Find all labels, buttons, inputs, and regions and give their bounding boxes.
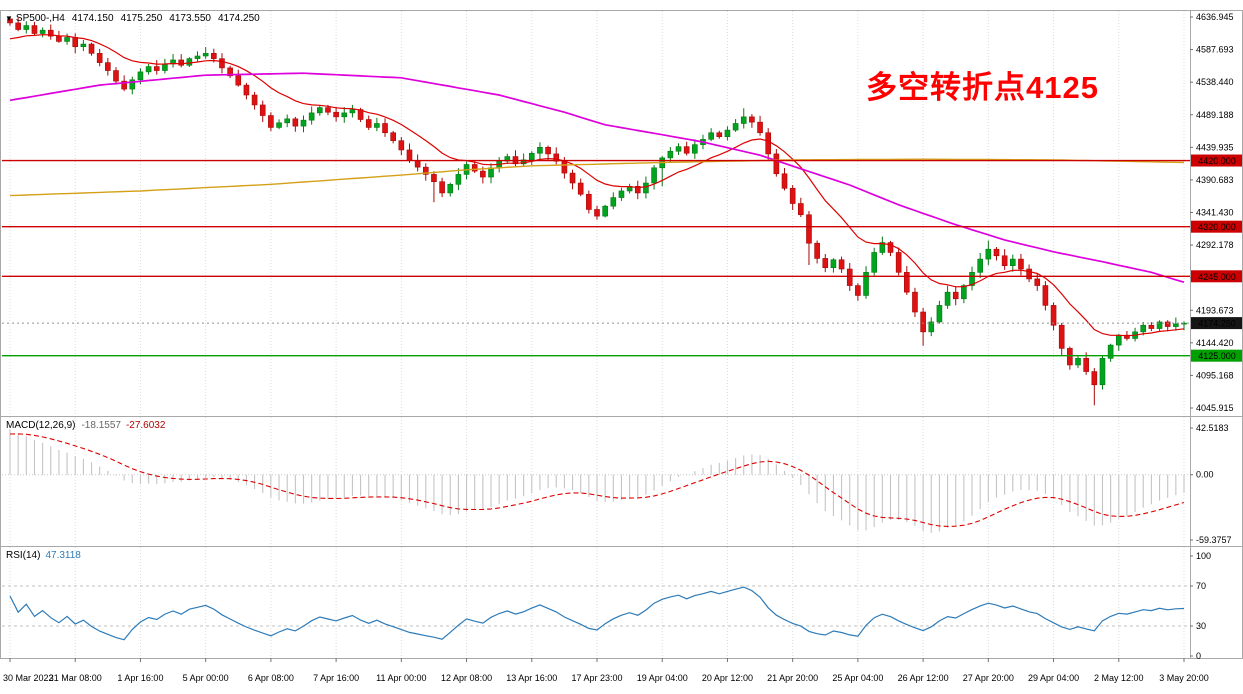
svg-text:1 Apr 16:00: 1 Apr 16:00 bbox=[117, 673, 163, 683]
svg-text:4341.430: 4341.430 bbox=[1196, 208, 1234, 218]
panel-borders bbox=[0, 10, 1243, 659]
svg-text:20 Apr 12:00: 20 Apr 12:00 bbox=[702, 673, 753, 683]
rsi-label: RSI(14) bbox=[6, 550, 41, 561]
svg-text:4587.693: 4587.693 bbox=[1196, 45, 1234, 55]
svg-text:5 Apr 00:00: 5 Apr 00:00 bbox=[183, 673, 229, 683]
svg-text:4125.000: 4125.000 bbox=[1198, 351, 1236, 361]
horizontal-lines-layer bbox=[2, 159, 1190, 357]
svg-text:42.5183: 42.5183 bbox=[1196, 423, 1229, 433]
svg-text:4489.188: 4489.188 bbox=[1196, 110, 1234, 120]
svg-text:0.00: 0.00 bbox=[1196, 470, 1214, 480]
macd-signal-value: -27.6032 bbox=[125, 420, 166, 431]
price-badges: 4420.000 4320.000 4245.000 4125.000 4174.250 bbox=[1191, 154, 1242, 362]
svg-text:0: 0 bbox=[1196, 651, 1201, 661]
symbol-info: ▼ SP500-,H4 4174.150 4175.250 4173.550 4174.2… bbox=[5, 13, 260, 24]
ohlc-open: 4174.150 bbox=[71, 13, 114, 24]
svg-text:17 Apr 23:00: 17 Apr 23:00 bbox=[571, 673, 622, 683]
svg-text:70: 70 bbox=[1196, 581, 1206, 591]
svg-text:4390.683: 4390.683 bbox=[1196, 175, 1234, 185]
svg-text:-59.3757: -59.3757 bbox=[1196, 535, 1232, 545]
svg-text:4095.168: 4095.168 bbox=[1196, 370, 1234, 380]
rsi-axis[interactable]: 100 70 30 0 bbox=[1190, 551, 1211, 661]
svg-text:4439.935: 4439.935 bbox=[1196, 142, 1234, 152]
symbol-timeframe-label: SP500-,H4 bbox=[15, 13, 65, 24]
rsi-indicator-label: RSI(14) 47.3118 bbox=[6, 550, 81, 561]
candles-layer bbox=[7, 17, 1187, 406]
svg-text:6 Apr 08:00: 6 Apr 08:00 bbox=[248, 673, 294, 683]
rsi-value: 47.3118 bbox=[45, 550, 81, 561]
ohlc-close: 4174.250 bbox=[218, 13, 260, 24]
macd-axis[interactable]: 42.5183 0.00 -59.3757 bbox=[1190, 423, 1232, 545]
macd-main-value: -18.1557 bbox=[81, 420, 121, 431]
svg-text:4144.420: 4144.420 bbox=[1196, 338, 1234, 348]
svg-text:30: 30 bbox=[1196, 621, 1206, 631]
ohlc-high: 4175.250 bbox=[120, 13, 163, 24]
svg-text:4420.000: 4420.000 bbox=[1198, 156, 1236, 166]
svg-text:7 Apr 16:00: 7 Apr 16:00 bbox=[313, 673, 359, 683]
svg-text:100: 100 bbox=[1196, 551, 1211, 561]
svg-text:12 Apr 08:00: 12 Apr 08:00 bbox=[441, 673, 492, 683]
gridlines bbox=[9, 11, 1185, 657]
chart-dropdown-icon[interactable]: ▼ bbox=[5, 14, 13, 23]
svg-text:4320.000: 4320.000 bbox=[1198, 222, 1236, 232]
svg-text:27 Apr 20:00: 27 Apr 20:00 bbox=[963, 673, 1014, 683]
svg-text:11 Apr 00:00: 11 Apr 00:00 bbox=[376, 673, 426, 683]
svg-text:31 Mar 08:00: 31 Mar 08:00 bbox=[49, 673, 102, 683]
svg-text:19 Apr 04:00: 19 Apr 04:00 bbox=[637, 673, 688, 683]
annotation-text[interactable]: 多空转折点4125 bbox=[866, 70, 1099, 105]
macd-layer bbox=[2, 429, 1190, 533]
svg-text:4193.673: 4193.673 bbox=[1196, 305, 1234, 315]
rsi-layer bbox=[2, 585, 1190, 641]
svg-text:4174.250: 4174.250 bbox=[1198, 319, 1236, 329]
svg-text:2 May 12:00: 2 May 12:00 bbox=[1094, 673, 1144, 683]
svg-text:30 Mar 2022: 30 Mar 2022 bbox=[3, 673, 54, 683]
macd-indicator-label: MACD(12,26,9) -18.1557 -27.6032 bbox=[6, 420, 165, 431]
svg-text:29 Apr 04:00: 29 Apr 04:00 bbox=[1028, 673, 1079, 683]
svg-text:4292.178: 4292.178 bbox=[1196, 240, 1234, 250]
ohlc-low: 4173.550 bbox=[169, 13, 211, 24]
svg-text:4245.000: 4245.000 bbox=[1198, 272, 1236, 282]
svg-text:25 Apr 04:00: 25 Apr 04:00 bbox=[832, 673, 883, 683]
svg-text:3 May 20:00: 3 May 20:00 bbox=[1159, 673, 1209, 683]
svg-text:4636.945: 4636.945 bbox=[1196, 12, 1234, 22]
svg-text:4538.440: 4538.440 bbox=[1196, 77, 1234, 87]
macd-label: MACD(12,26,9) bbox=[6, 420, 76, 431]
price-axis[interactable]: 4636.945 4587.693 4538.440 4489.188 4439.935… bbox=[1190, 12, 1234, 413]
svg-text:21 Apr 20:00: 21 Apr 20:00 bbox=[767, 673, 818, 683]
svg-text:26 Apr 12:00: 26 Apr 12:00 bbox=[898, 673, 949, 683]
svg-text:4045.915: 4045.915 bbox=[1196, 403, 1234, 413]
svg-text:13 Apr 16:00: 13 Apr 16:00 bbox=[506, 673, 557, 683]
